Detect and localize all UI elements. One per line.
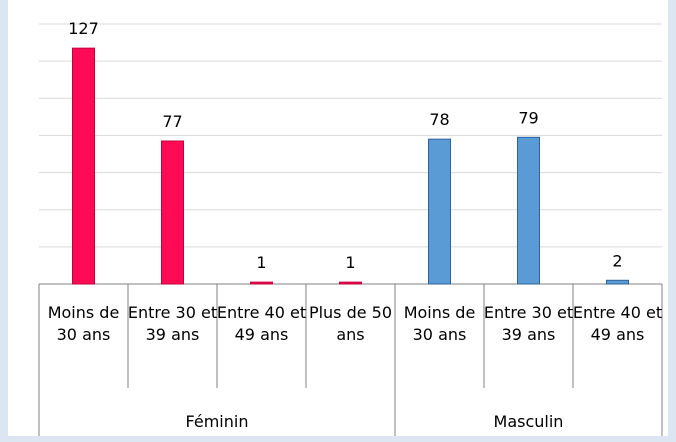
value-label: 77 bbox=[162, 112, 182, 131]
bar bbox=[339, 281, 362, 285]
x-tick-label: Entre 40 et 49 ans bbox=[216, 303, 307, 344]
value-label: 127 bbox=[68, 19, 99, 38]
value-label: 1 bbox=[345, 253, 355, 272]
chart-area bbox=[8, 0, 668, 436]
bar bbox=[72, 47, 95, 285]
bar bbox=[428, 138, 451, 285]
x-tick-label: Entre 40 et 49 ans bbox=[572, 303, 663, 344]
value-label: 79 bbox=[518, 108, 538, 127]
x-tick-label: Entre 30 et 39 ans bbox=[483, 303, 574, 344]
value-label: 2 bbox=[612, 251, 622, 270]
value-label: 1 bbox=[256, 253, 266, 272]
bar bbox=[161, 140, 184, 285]
x-tick-label: Moins de 30 ans bbox=[47, 303, 120, 344]
x-tick-label: Entre 30 et 39 ans bbox=[127, 303, 218, 344]
bar bbox=[250, 281, 273, 285]
group-label: Masculin bbox=[493, 412, 564, 431]
x-tick-label: Plus de 50 ans bbox=[308, 303, 393, 344]
value-label: 78 bbox=[429, 110, 449, 129]
bar bbox=[606, 279, 629, 285]
bar bbox=[517, 136, 540, 285]
group-label: Féminin bbox=[185, 412, 249, 431]
x-tick-label: Moins de 30 ans bbox=[403, 303, 476, 344]
